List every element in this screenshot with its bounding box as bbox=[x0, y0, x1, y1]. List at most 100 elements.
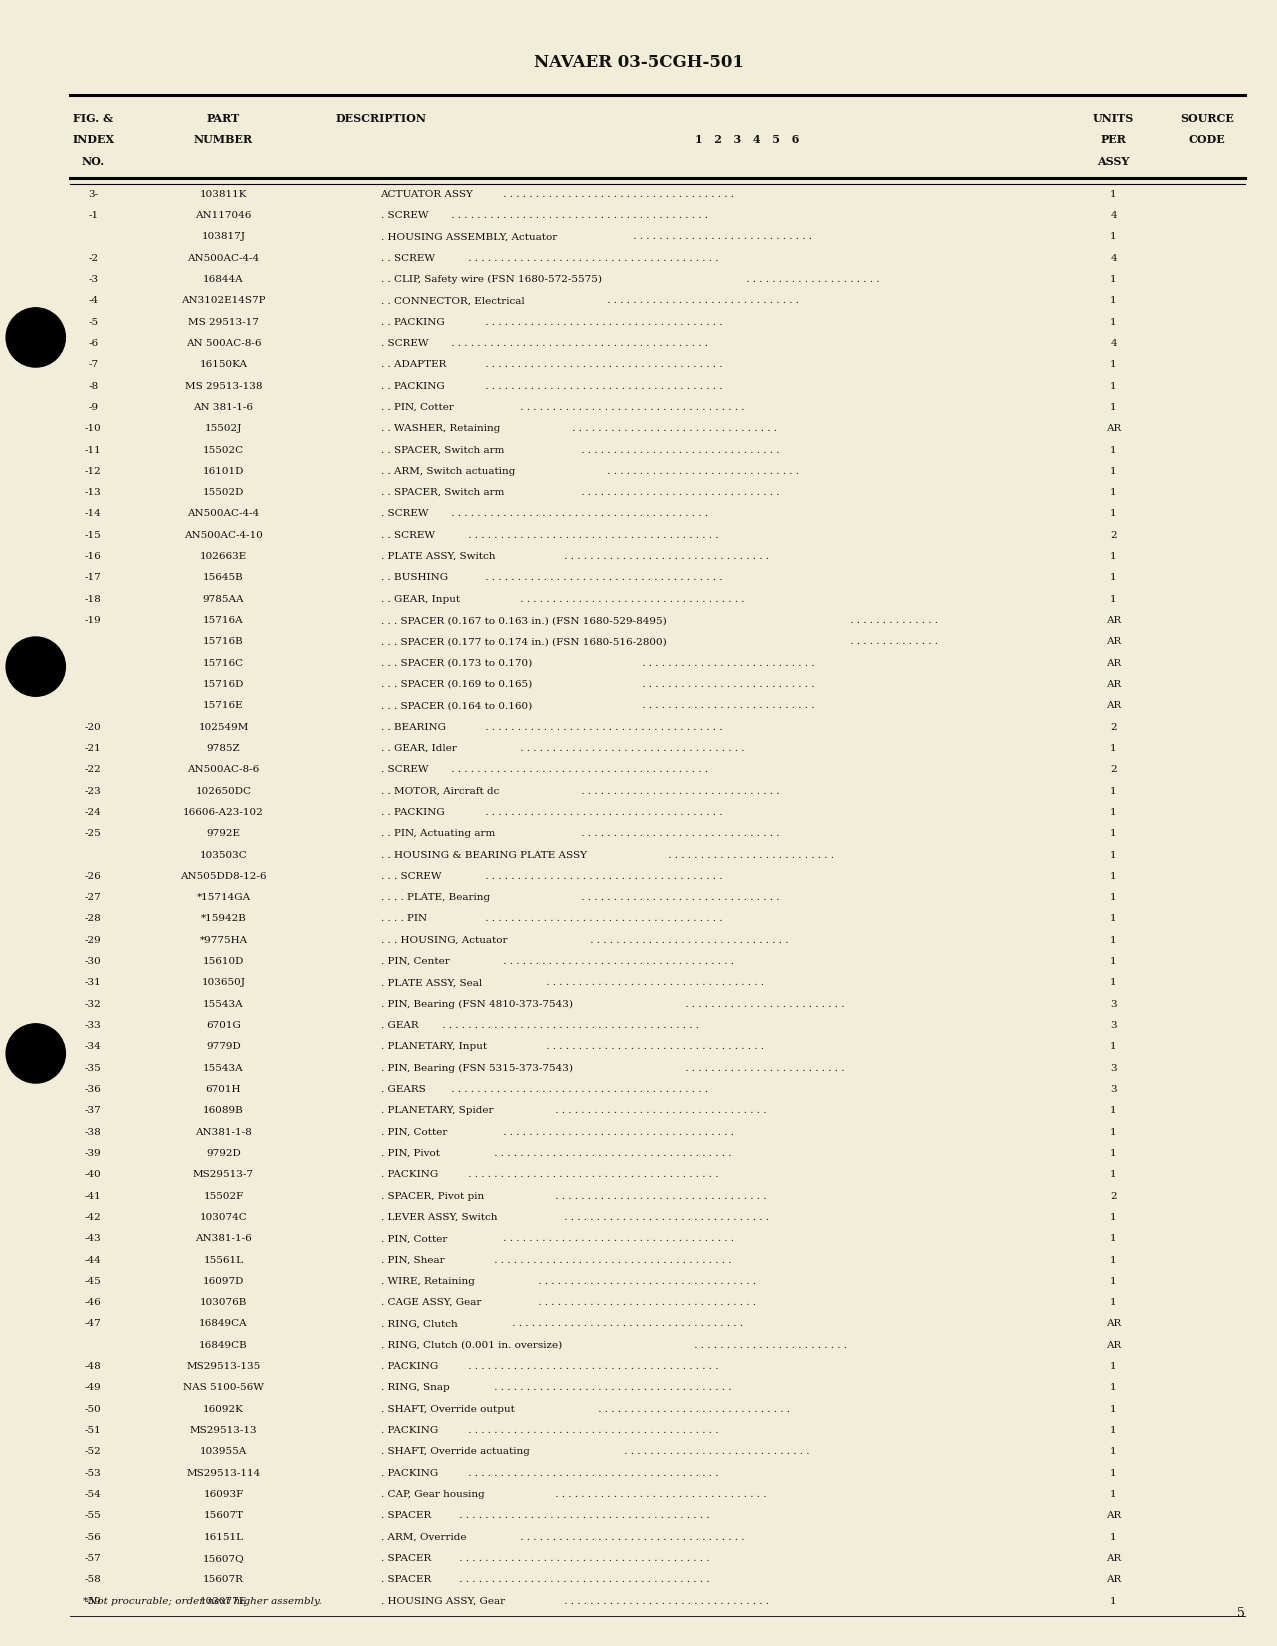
Text: . . . . . . . . . . . . . . . . . . . . . . . . . . . . . . . . . . . . . . .: . . . . . . . . . . . . . . . . . . . . … bbox=[456, 1511, 710, 1521]
Text: 16849CA: 16849CA bbox=[199, 1320, 248, 1328]
Text: 1: 1 bbox=[1110, 1149, 1117, 1157]
Text: 9792D: 9792D bbox=[206, 1149, 241, 1157]
Text: -26: -26 bbox=[84, 872, 102, 881]
Text: . . . . . . . . . . . . . . . . . . . . . . . . . . . . . . . . . . .: . . . . . . . . . . . . . . . . . . . . … bbox=[517, 1532, 744, 1542]
Text: -37: -37 bbox=[84, 1106, 102, 1116]
Ellipse shape bbox=[6, 637, 65, 696]
Text: 1: 1 bbox=[1110, 403, 1117, 412]
Text: AN117046: AN117046 bbox=[195, 211, 252, 221]
Text: . WIRE, Retaining: . WIRE, Retaining bbox=[381, 1277, 475, 1286]
Text: 1   2   3   4   5   6: 1 2 3 4 5 6 bbox=[695, 135, 799, 145]
Text: . SCREW: . SCREW bbox=[381, 211, 428, 221]
Text: 1: 1 bbox=[1110, 594, 1117, 604]
Text: 15610D: 15610D bbox=[203, 956, 244, 966]
Text: 16097D: 16097D bbox=[203, 1277, 244, 1286]
Text: . . . . . . . . . . . . . . . . . . . . . . . . . . . . . . .: . . . . . . . . . . . . . . . . . . . . … bbox=[578, 830, 779, 838]
Text: 1: 1 bbox=[1110, 1532, 1117, 1542]
Text: 1: 1 bbox=[1110, 189, 1117, 199]
Text: 1: 1 bbox=[1110, 1128, 1117, 1137]
Text: 3: 3 bbox=[1110, 1085, 1117, 1095]
Text: . . . . . . . . . . . . . . . . . . . . . . . . . . . . . . . . . . . . . . . .: . . . . . . . . . . . . . . . . . . . . … bbox=[448, 765, 707, 774]
Text: . PLATE ASSY, Switch: . PLATE ASSY, Switch bbox=[381, 551, 495, 561]
Text: MS29513-114: MS29513-114 bbox=[186, 1468, 261, 1478]
Text: AR: AR bbox=[1106, 1575, 1121, 1583]
Text: -18: -18 bbox=[84, 594, 102, 604]
Text: . . BUSHING: . . BUSHING bbox=[381, 573, 448, 583]
Text: FIG. &: FIG. & bbox=[73, 114, 114, 123]
Text: 16151L: 16151L bbox=[203, 1532, 244, 1542]
Text: . . ARM, Switch actuating: . . ARM, Switch actuating bbox=[381, 467, 515, 476]
Text: . . . . . . . . . . . . . .: . . . . . . . . . . . . . . bbox=[847, 616, 939, 625]
Text: . PLANETARY, Spider: . PLANETARY, Spider bbox=[381, 1106, 493, 1116]
Text: AN500AC-4-4: AN500AC-4-4 bbox=[188, 253, 259, 263]
Text: 1: 1 bbox=[1110, 1404, 1117, 1414]
Text: -57: -57 bbox=[84, 1554, 102, 1564]
Text: . . . . . . . . . . . . . . . . . . . . . . . . . . . . . . .: . . . . . . . . . . . . . . . . . . . . … bbox=[578, 787, 779, 795]
Text: . . . . . . . . . . . . . . . . . . . . . . . . . . . . . . . . . . . . . . . .: . . . . . . . . . . . . . . . . . . . . … bbox=[448, 510, 707, 518]
Text: . . . . . . . . . . . . . . . . . . . . . . . . . . . . . . . . . . . .: . . . . . . . . . . . . . . . . . . . . … bbox=[499, 956, 734, 966]
Text: . . . . . . . . . . . . . . . . . . . . . . . . . . . . . . . . . . . . .: . . . . . . . . . . . . . . . . . . . . … bbox=[483, 360, 723, 369]
Text: 1: 1 bbox=[1110, 1256, 1117, 1264]
Text: . GEAR: . GEAR bbox=[381, 1021, 418, 1030]
Text: 9785Z: 9785Z bbox=[207, 744, 240, 752]
Text: . . . . . . . . . . . . . . . . . . . . . . . . . . . . . . . . . . . . .: . . . . . . . . . . . . . . . . . . . . … bbox=[483, 723, 723, 731]
Text: . . . . . . . . . . . . . .: . . . . . . . . . . . . . . bbox=[847, 637, 939, 647]
Text: . . SPACER, Switch arm: . . SPACER, Switch arm bbox=[381, 446, 504, 454]
Text: 16844A: 16844A bbox=[203, 275, 244, 285]
Text: -49: -49 bbox=[84, 1383, 102, 1393]
Text: 103074C: 103074C bbox=[199, 1213, 248, 1221]
Text: . . . . . . . . . . . . . . . . . . . . . . . . . . . . . . . . . . . . . . .: . . . . . . . . . . . . . . . . . . . . … bbox=[465, 1468, 719, 1478]
Text: . . . . . . . . . . . . . . . . . . . . . . . . . . . . . .: . . . . . . . . . . . . . . . . . . . . … bbox=[604, 467, 799, 476]
Text: . . . . . . . . . . . . . . . . . . . . . . . . . . . . . . . .: . . . . . . . . . . . . . . . . . . . . … bbox=[570, 425, 778, 433]
Text: 1: 1 bbox=[1110, 1277, 1117, 1286]
Text: MS 29513-17: MS 29513-17 bbox=[188, 318, 259, 326]
Text: -59: -59 bbox=[84, 1597, 102, 1605]
Text: . . . . . . . . . . . . . . . . . . . . . . . . . . . . . . . . . . . .: . . . . . . . . . . . . . . . . . . . . … bbox=[499, 1128, 734, 1137]
Text: -41: -41 bbox=[84, 1192, 102, 1200]
Text: 16606-A23-102: 16606-A23-102 bbox=[183, 808, 264, 816]
Text: -1: -1 bbox=[88, 211, 98, 221]
Text: 3-: 3- bbox=[88, 189, 98, 199]
Text: AN381-1-8: AN381-1-8 bbox=[195, 1128, 252, 1137]
Text: 1: 1 bbox=[1110, 1042, 1117, 1052]
Text: 1: 1 bbox=[1110, 937, 1117, 945]
Text: . SPACER: . SPACER bbox=[381, 1554, 430, 1564]
Text: 15502D: 15502D bbox=[203, 489, 244, 497]
Text: . . CLIP, Safety wire (FSN 1680-572-5575): . . CLIP, Safety wire (FSN 1680-572-5575… bbox=[381, 275, 601, 285]
Text: . . BEARING: . . BEARING bbox=[381, 723, 446, 731]
Text: -40: -40 bbox=[84, 1170, 102, 1179]
Ellipse shape bbox=[6, 1024, 65, 1083]
Text: . . . SPACER (0.173 to 0.170): . . . SPACER (0.173 to 0.170) bbox=[381, 658, 531, 668]
Text: . PIN, Bearing (FSN 4810-373-7543): . PIN, Bearing (FSN 4810-373-7543) bbox=[381, 999, 572, 1009]
Text: 15716B: 15716B bbox=[203, 637, 244, 647]
Text: . CAGE ASSY, Gear: . CAGE ASSY, Gear bbox=[381, 1299, 481, 1307]
Text: 16093F: 16093F bbox=[203, 1490, 244, 1500]
Text: -48: -48 bbox=[84, 1363, 102, 1371]
Text: 1: 1 bbox=[1110, 573, 1117, 583]
Text: 102663E: 102663E bbox=[199, 551, 248, 561]
Text: . . . . PLATE, Bearing: . . . . PLATE, Bearing bbox=[381, 894, 489, 902]
Text: AN 381-1-6: AN 381-1-6 bbox=[194, 403, 253, 412]
Text: -13: -13 bbox=[84, 489, 102, 497]
Text: . . . . . . . . . . . . . . . . . . . . . . . . . . . . . . . . . . .: . . . . . . . . . . . . . . . . . . . . … bbox=[517, 403, 744, 412]
Text: NAS 5100-56W: NAS 5100-56W bbox=[183, 1383, 264, 1393]
Text: . PACKING: . PACKING bbox=[381, 1170, 438, 1179]
Text: . . . SCREW: . . . SCREW bbox=[381, 872, 441, 881]
Text: 1: 1 bbox=[1110, 1468, 1117, 1478]
Text: 15502J: 15502J bbox=[204, 425, 243, 433]
Text: . SCREW: . SCREW bbox=[381, 339, 428, 347]
Text: 1: 1 bbox=[1110, 275, 1117, 285]
Text: . PIN, Bearing (FSN 5315-373-7543): . PIN, Bearing (FSN 5315-373-7543) bbox=[381, 1063, 572, 1073]
Text: 1: 1 bbox=[1110, 915, 1117, 923]
Text: 1: 1 bbox=[1110, 1234, 1117, 1243]
Text: . . SCREW: . . SCREW bbox=[381, 530, 434, 540]
Text: -3: -3 bbox=[88, 275, 98, 285]
Text: 2: 2 bbox=[1110, 723, 1117, 731]
Text: 15716D: 15716D bbox=[203, 680, 244, 690]
Text: . LEVER ASSY, Switch: . LEVER ASSY, Switch bbox=[381, 1213, 497, 1221]
Text: -4: -4 bbox=[88, 296, 98, 305]
Text: . . . . . . . . . . . . . . . . . . . . . . . . . . . . . . . . . . . . . . .: . . . . . . . . . . . . . . . . . . . . … bbox=[465, 530, 719, 540]
Text: 1: 1 bbox=[1110, 1447, 1117, 1457]
Text: 1: 1 bbox=[1110, 787, 1117, 795]
Text: 2: 2 bbox=[1110, 530, 1117, 540]
